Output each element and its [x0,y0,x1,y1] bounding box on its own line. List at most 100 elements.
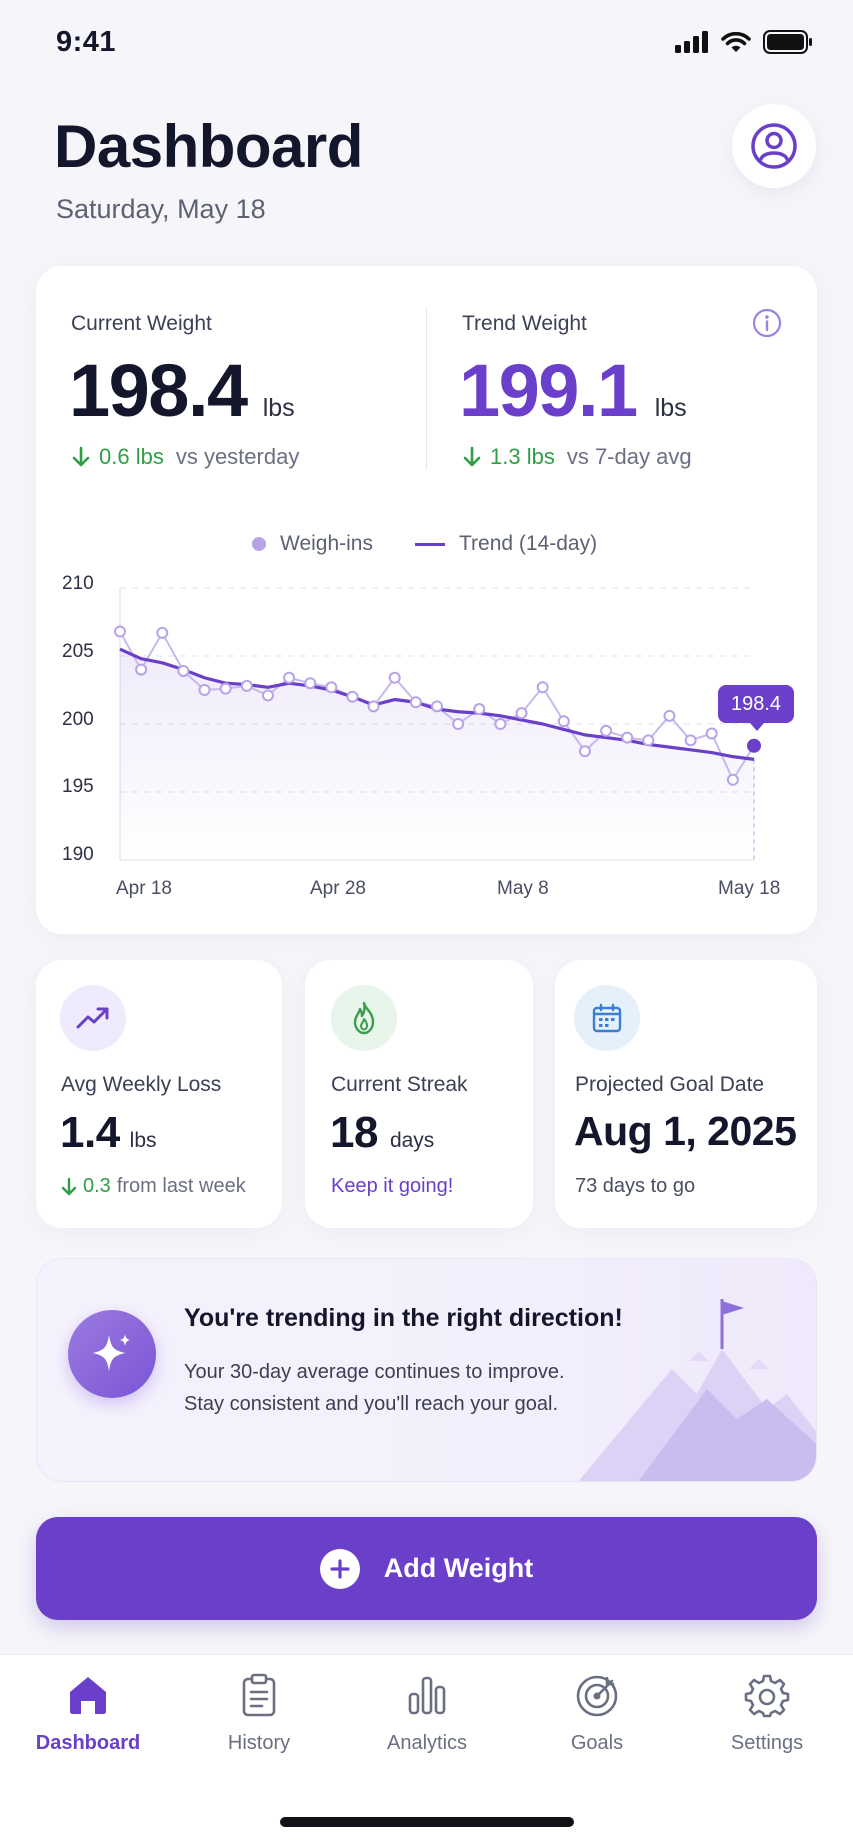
gear-icon [744,1674,790,1718]
current-delta-text: vs yesterday [175,444,300,469]
trend-weight-unit: lbs [654,394,687,422]
info-button[interactable] [752,308,782,343]
target-icon [576,1675,618,1717]
home-indicator [280,1817,574,1827]
last-value-tooltip: 198.4 [718,685,794,731]
flame-icon-wrap [331,985,397,1051]
sparkle-icon [93,1334,130,1371]
x-tick-label: Apr 28 [310,878,366,899]
mountain-illustration [578,1299,816,1481]
tab-history[interactable]: History [184,1672,334,1755]
tab-dashboard[interactable]: Dashboard [13,1672,163,1755]
stat-sub-value: 0.3 [83,1175,111,1197]
user-icon [751,123,797,169]
weighin-point [198,684,211,696]
weighin-point [494,718,507,730]
banner-text: Your 30-day average continues to improve… [184,1356,604,1420]
arrow-down-icon [61,1177,77,1195]
arrow-down-icon [72,446,90,467]
battery-icon [763,30,812,54]
x-tick-label: Apr 18 [116,878,172,899]
wifi-icon [721,31,751,52]
arrow-down-icon [463,446,481,467]
current-weight-row: 198.4 lbs [69,348,295,433]
trend-delta-text: vs 7-day avg [566,444,692,469]
y-tick-label: 195 [62,776,94,797]
y-tick-label: 210 [62,573,94,594]
trend-weight-label: Trend Weight [462,312,587,335]
trend-weight-row: 199.1 lbs [459,348,687,433]
add-weight-label: Add Weight [383,1553,534,1583]
weighin-point [261,689,274,702]
signal-icon [675,31,708,53]
stat-sub-text: from last week [116,1175,246,1197]
stat-label: Projected Goal Date [575,1073,765,1096]
stat-label: Avg Weekly Loss [61,1073,222,1096]
current-weight-delta: 0.6 lbs vs yesterday [71,444,299,470]
trending-up-icon-wrap [60,985,126,1051]
calendar-icon-wrap [574,985,640,1051]
calendar-icon [592,1003,622,1033]
tab-analytics[interactable]: Analytics [352,1672,502,1755]
weighin-point [409,696,422,709]
weighin-point [705,727,718,740]
weighin-point [578,745,591,758]
trend-weight-value: 199.1 [459,349,638,432]
weighin-point [283,671,296,684]
page-date: Saturday, May 18 [56,194,266,224]
weighin-point [388,671,401,684]
stat-value: Aug 1, 2025 [574,1108,797,1154]
banner-title: You're trending in the right direction! [184,1304,623,1332]
stat-value: 18 [330,1108,378,1157]
weighin-point [304,677,317,690]
weighin-point [156,626,169,639]
weighin-point [515,707,528,720]
stat-value-row: 18 days [330,1108,434,1158]
profile-button[interactable] [732,104,816,188]
weighin-point [367,700,380,713]
weighin-point [642,734,655,747]
tab-settings[interactable]: Settings [692,1672,842,1755]
legend-weighins-label: Weigh-ins [280,532,373,555]
trend-delta-value: 1.3 lbs [490,444,555,469]
status-time: 9:41 [56,26,117,58]
weighin-point [621,731,634,744]
weighin-point [663,709,676,722]
tab-label: Settings [730,1732,804,1754]
chart-legend: Weigh-ins Trend (14-day) [252,532,597,556]
weighin-point [536,681,549,694]
home-icon [70,1677,106,1714]
weighin-point [177,664,190,677]
sparkle-icon-wrap [68,1310,156,1398]
tab-label: Dashboard [35,1732,141,1754]
tab-bar [0,1654,853,1844]
weighin-point [431,700,443,713]
weighin-point [114,625,126,638]
plus-icon [319,1548,360,1589]
weighin-point [346,690,359,703]
metric-divider [426,308,427,470]
current-weight-unit: lbs [262,394,295,422]
current-weight-value: 198.4 [69,349,248,432]
weighin-point [240,679,253,692]
tab-label: Goals [570,1732,624,1754]
info-icon [752,308,782,338]
latest-weighin-point [747,738,761,753]
tab-label: Analytics [386,1732,468,1754]
trend-banner [36,1258,817,1482]
legend-trend-swatch [414,542,445,546]
weighin-point [452,718,465,730]
stat-value: 1.4 [60,1108,120,1157]
x-tick-label: May 18 [718,878,781,899]
tab-goals[interactable]: Goals [522,1672,672,1755]
stat-unit: lbs [129,1129,157,1152]
weighin-point [325,681,338,694]
stat-unit: days [389,1129,435,1152]
clipboard-icon [242,1673,276,1717]
weighin-point [557,715,570,728]
weighin-point [600,724,613,737]
legend-trend-label: Trend (14-day) [458,532,598,555]
add-weight-button[interactable]: Add Weight [36,1517,817,1620]
stat-sub-text: Keep it going! [331,1175,454,1197]
current-delta-value: 0.6 lbs [99,444,164,469]
